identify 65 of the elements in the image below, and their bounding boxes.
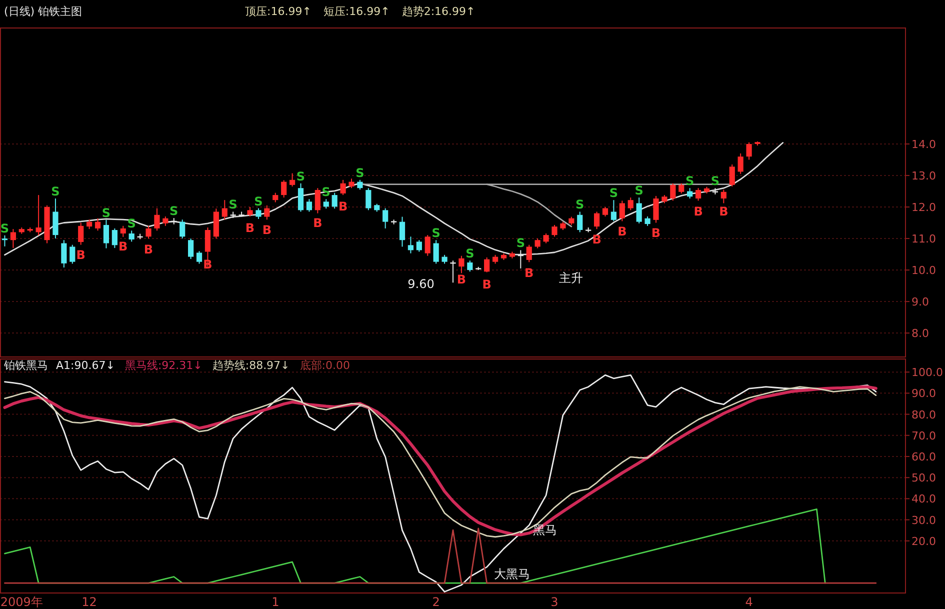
text: 底部:0.00 (300, 359, 350, 372)
text: 短压:16.99↑ (323, 5, 390, 18)
text: S (170, 204, 178, 218)
text: 趋势线:88.97↓ (212, 359, 290, 372)
x-tick-label: 2009年 (0, 595, 43, 609)
text: B (719, 204, 728, 218)
text: B (144, 242, 154, 257)
text: S (466, 246, 474, 261)
text: 趋势2:16.99↑ (402, 5, 476, 18)
text: S (516, 236, 525, 250)
y-tick-label: 80.0 (912, 408, 936, 422)
x-tick-label: 1 (272, 595, 280, 609)
y-tick-label: 8.0 (912, 327, 929, 340)
y-tick-label: 11.0 (912, 232, 936, 246)
x-tick-label: 12 (82, 595, 97, 609)
y-tick-label: 30.0 (912, 514, 936, 527)
text: S (576, 198, 584, 212)
chart-title: 铂铁黑马 (3, 359, 48, 372)
x-tick-label: 2 (432, 595, 440, 609)
text: S (102, 206, 111, 220)
text: S (51, 184, 60, 198)
annotation: 大黑马 (494, 567, 530, 581)
text: B (313, 216, 322, 230)
x-tick-label: 3 (550, 595, 558, 609)
chart-title: (日线) 铂铁主图 (4, 5, 82, 18)
y-tick-label: 70.0 (912, 429, 936, 442)
text: S (356, 166, 364, 180)
y-tick-label: 60.0 (912, 450, 936, 464)
text: B (592, 232, 602, 247)
text: B (76, 248, 86, 262)
text: A1:90.67↓ (56, 359, 115, 372)
y-tick-label: 40.0 (912, 492, 936, 506)
text: 顶压:16.99↑ (245, 5, 312, 18)
y-tick-label: 13.0 (912, 169, 936, 182)
text: 黑马线:92.31↓ (124, 359, 202, 372)
text: B (482, 278, 492, 292)
text: S (0, 221, 10, 236)
annotation: 主升 (559, 271, 583, 285)
text: B (456, 272, 466, 287)
y-tick-label: 50.0 (912, 472, 936, 485)
y-tick-label: 12.0 (912, 200, 936, 214)
y-tick-label: 14.0 (912, 138, 936, 151)
text: B (524, 266, 534, 280)
text: B (118, 239, 128, 254)
text: B (618, 224, 627, 238)
text: S (254, 194, 263, 208)
y-tick-label: 20.0 (912, 534, 936, 548)
text: S (609, 186, 618, 200)
annotation: 9.60 (408, 277, 434, 291)
y-tick-label: 9.0 (912, 296, 929, 309)
text: B (245, 220, 255, 235)
y-tick-label: 90.0 (912, 387, 936, 400)
text: B (203, 258, 212, 272)
y-tick-label: 10.0 (912, 264, 936, 278)
text: S (634, 184, 644, 198)
x-tick-label: 4 (745, 595, 753, 609)
text: S (228, 198, 238, 212)
text: B (262, 222, 272, 237)
text: S (127, 216, 136, 231)
text: B (651, 226, 661, 240)
text: B (338, 199, 348, 214)
y-tick-label: 100.0 (912, 366, 943, 380)
text: S (432, 226, 440, 240)
text: S (296, 169, 306, 184)
text: B (694, 204, 703, 218)
